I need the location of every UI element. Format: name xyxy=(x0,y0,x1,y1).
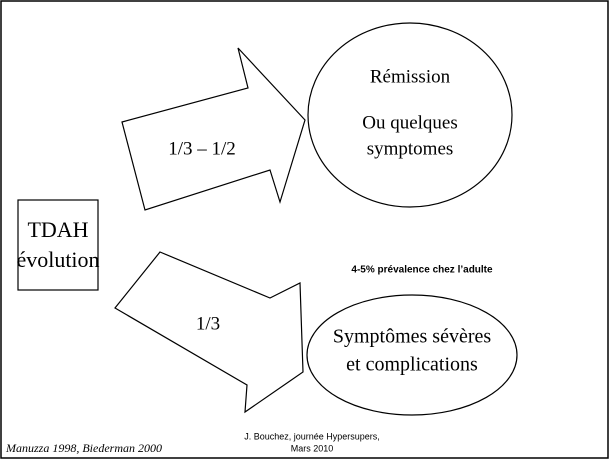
outcome-label: symptomes xyxy=(367,138,454,159)
source-label: TDAH xyxy=(27,217,88,242)
source-box xyxy=(17,199,99,291)
arrow-label: 1/3 – 1/2 xyxy=(168,138,236,159)
author: Mars 2010 xyxy=(291,443,334,453)
outcome-label: Symptômes sévères xyxy=(333,326,492,348)
outcome-ellipse xyxy=(306,294,518,416)
outcome-ellipse xyxy=(307,22,513,208)
outcome-label: Rémission xyxy=(370,66,451,87)
source-label: évolution xyxy=(16,247,99,272)
citation: Manuzza 1998, Biederman 2000 xyxy=(5,441,162,455)
upper-arrow xyxy=(121,47,306,211)
note: 4-5% prévalence chez l’adulte xyxy=(351,265,493,276)
outcome-label: et complications xyxy=(346,354,478,376)
arrow-label: 1/3 xyxy=(196,313,220,334)
lower-arrow xyxy=(114,251,304,414)
author: J. Bouchez, journée Hypersupers, xyxy=(244,431,380,441)
outcome-label: Ou quelques xyxy=(362,112,458,133)
